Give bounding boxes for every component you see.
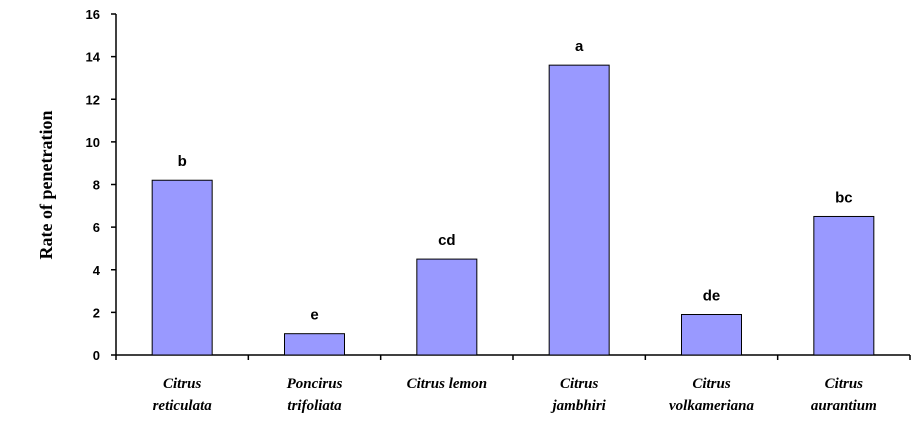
y-tick-label: 2 [93,305,100,320]
bar [151,179,213,356]
x-category-label: Citrus [692,376,731,392]
data-label: bc [835,189,853,206]
y-tick-label: 14 [86,50,101,65]
y-tick-label: 6 [93,220,100,235]
y-axis-title: Rate of penetration [36,111,56,260]
data-label: cd [438,232,456,249]
x-category-label: aurantium [811,398,877,414]
bar [416,258,478,356]
y-tick-label: 10 [86,135,100,150]
y-tick-label: 4 [93,263,101,278]
data-label: b [178,153,187,170]
x-category-label: jambhiri [550,398,606,414]
bar [681,314,742,356]
x-category-label: Citrus [825,376,864,392]
bar [548,64,610,356]
y-tick-label: 8 [93,178,100,193]
bar [813,215,875,356]
x-category-label: trifoliata [287,398,342,414]
x-category-label: volkameriana [669,398,754,414]
x-category-label: Citrus lemon [407,376,487,392]
data-label: a [575,38,584,55]
x-category-label: reticulata [153,398,213,414]
bar [284,333,345,356]
y-tick-label: 16 [86,7,100,22]
y-tick-label: 12 [86,92,100,107]
x-category-label: Citrus [560,376,599,392]
data-label: e [310,307,318,324]
data-label: de [703,288,721,305]
plot-area: 0 2 4 6 8 10 12 14 16 b Citrus reticulata e Poncirus t… [86,7,911,414]
y-tick-label: 0 [93,348,100,363]
x-category-label: Citrus [163,376,202,392]
x-category-label: Poncirus [287,376,343,392]
